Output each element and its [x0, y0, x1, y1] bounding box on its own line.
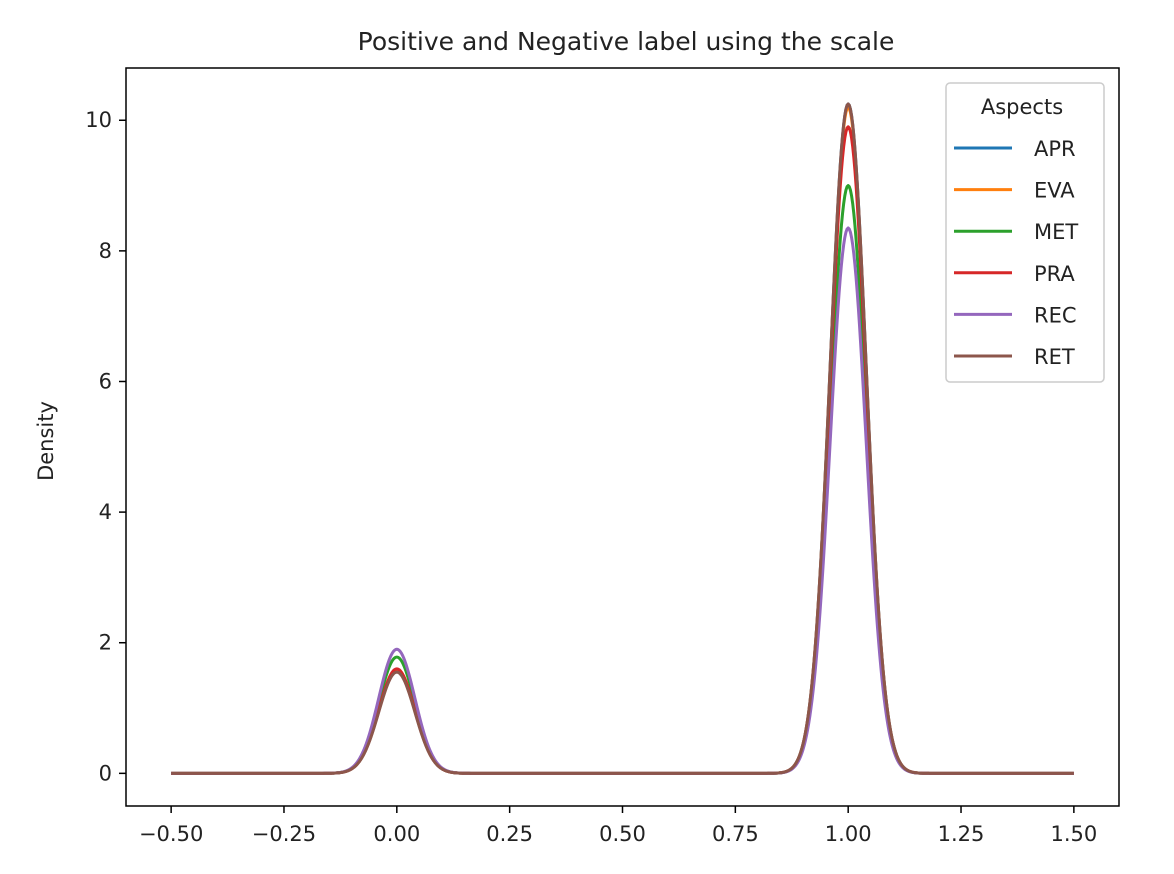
x-tick-label: −0.25 — [252, 822, 316, 846]
y-axis-label: Density — [34, 401, 58, 481]
x-tick-label: 1.00 — [825, 822, 872, 846]
x-tick-label: 1.50 — [1050, 822, 1097, 846]
legend-label-apr: APR — [1034, 137, 1076, 161]
legend-box — [945, 82, 1105, 383]
legend-label-rec: REC — [1034, 303, 1077, 327]
y-tick-label: 6 — [99, 369, 112, 393]
legend-label-ret: RET — [1034, 345, 1075, 369]
legend-label-eva: EVA — [1034, 179, 1075, 203]
x-tick-label: 0.00 — [373, 822, 420, 846]
series-lines — [170, 102, 1075, 775]
y-tick-label: 10 — [85, 108, 112, 132]
legend-label-met: MET — [1034, 220, 1078, 244]
x-axis-ticks: −0.50 −0.25 0.00 0.25 0.50 0.75 1.00 1.25 1.50 — [139, 806, 1097, 846]
y-tick-label: 4 — [99, 500, 112, 524]
x-tick-label: 0.75 — [712, 822, 759, 846]
plot-frame — [125, 67, 1120, 807]
legend: Aspects APR EVA MET PRA REC RET — [945, 82, 1105, 383]
x-tick-label: 0.25 — [486, 822, 533, 846]
x-tick-label: −0.50 — [139, 822, 203, 846]
legend-title: Aspects — [981, 95, 1063, 119]
y-axis-ticks: 0 2 4 6 8 10 — [85, 108, 126, 785]
y-tick-label: 2 — [99, 631, 112, 655]
y-tick-label: 0 — [99, 761, 112, 785]
series-line-ret — [170, 102, 1075, 775]
chart-title: Positive and Negative label using the sc… — [358, 27, 895, 56]
legend-items: APR EVA MET PRA REC RET — [954, 137, 1078, 369]
y-tick-label: 8 — [99, 239, 112, 263]
x-tick-label: 0.50 — [599, 822, 646, 846]
x-tick-label: 1.25 — [938, 822, 985, 846]
legend-label-pra: PRA — [1034, 262, 1075, 286]
